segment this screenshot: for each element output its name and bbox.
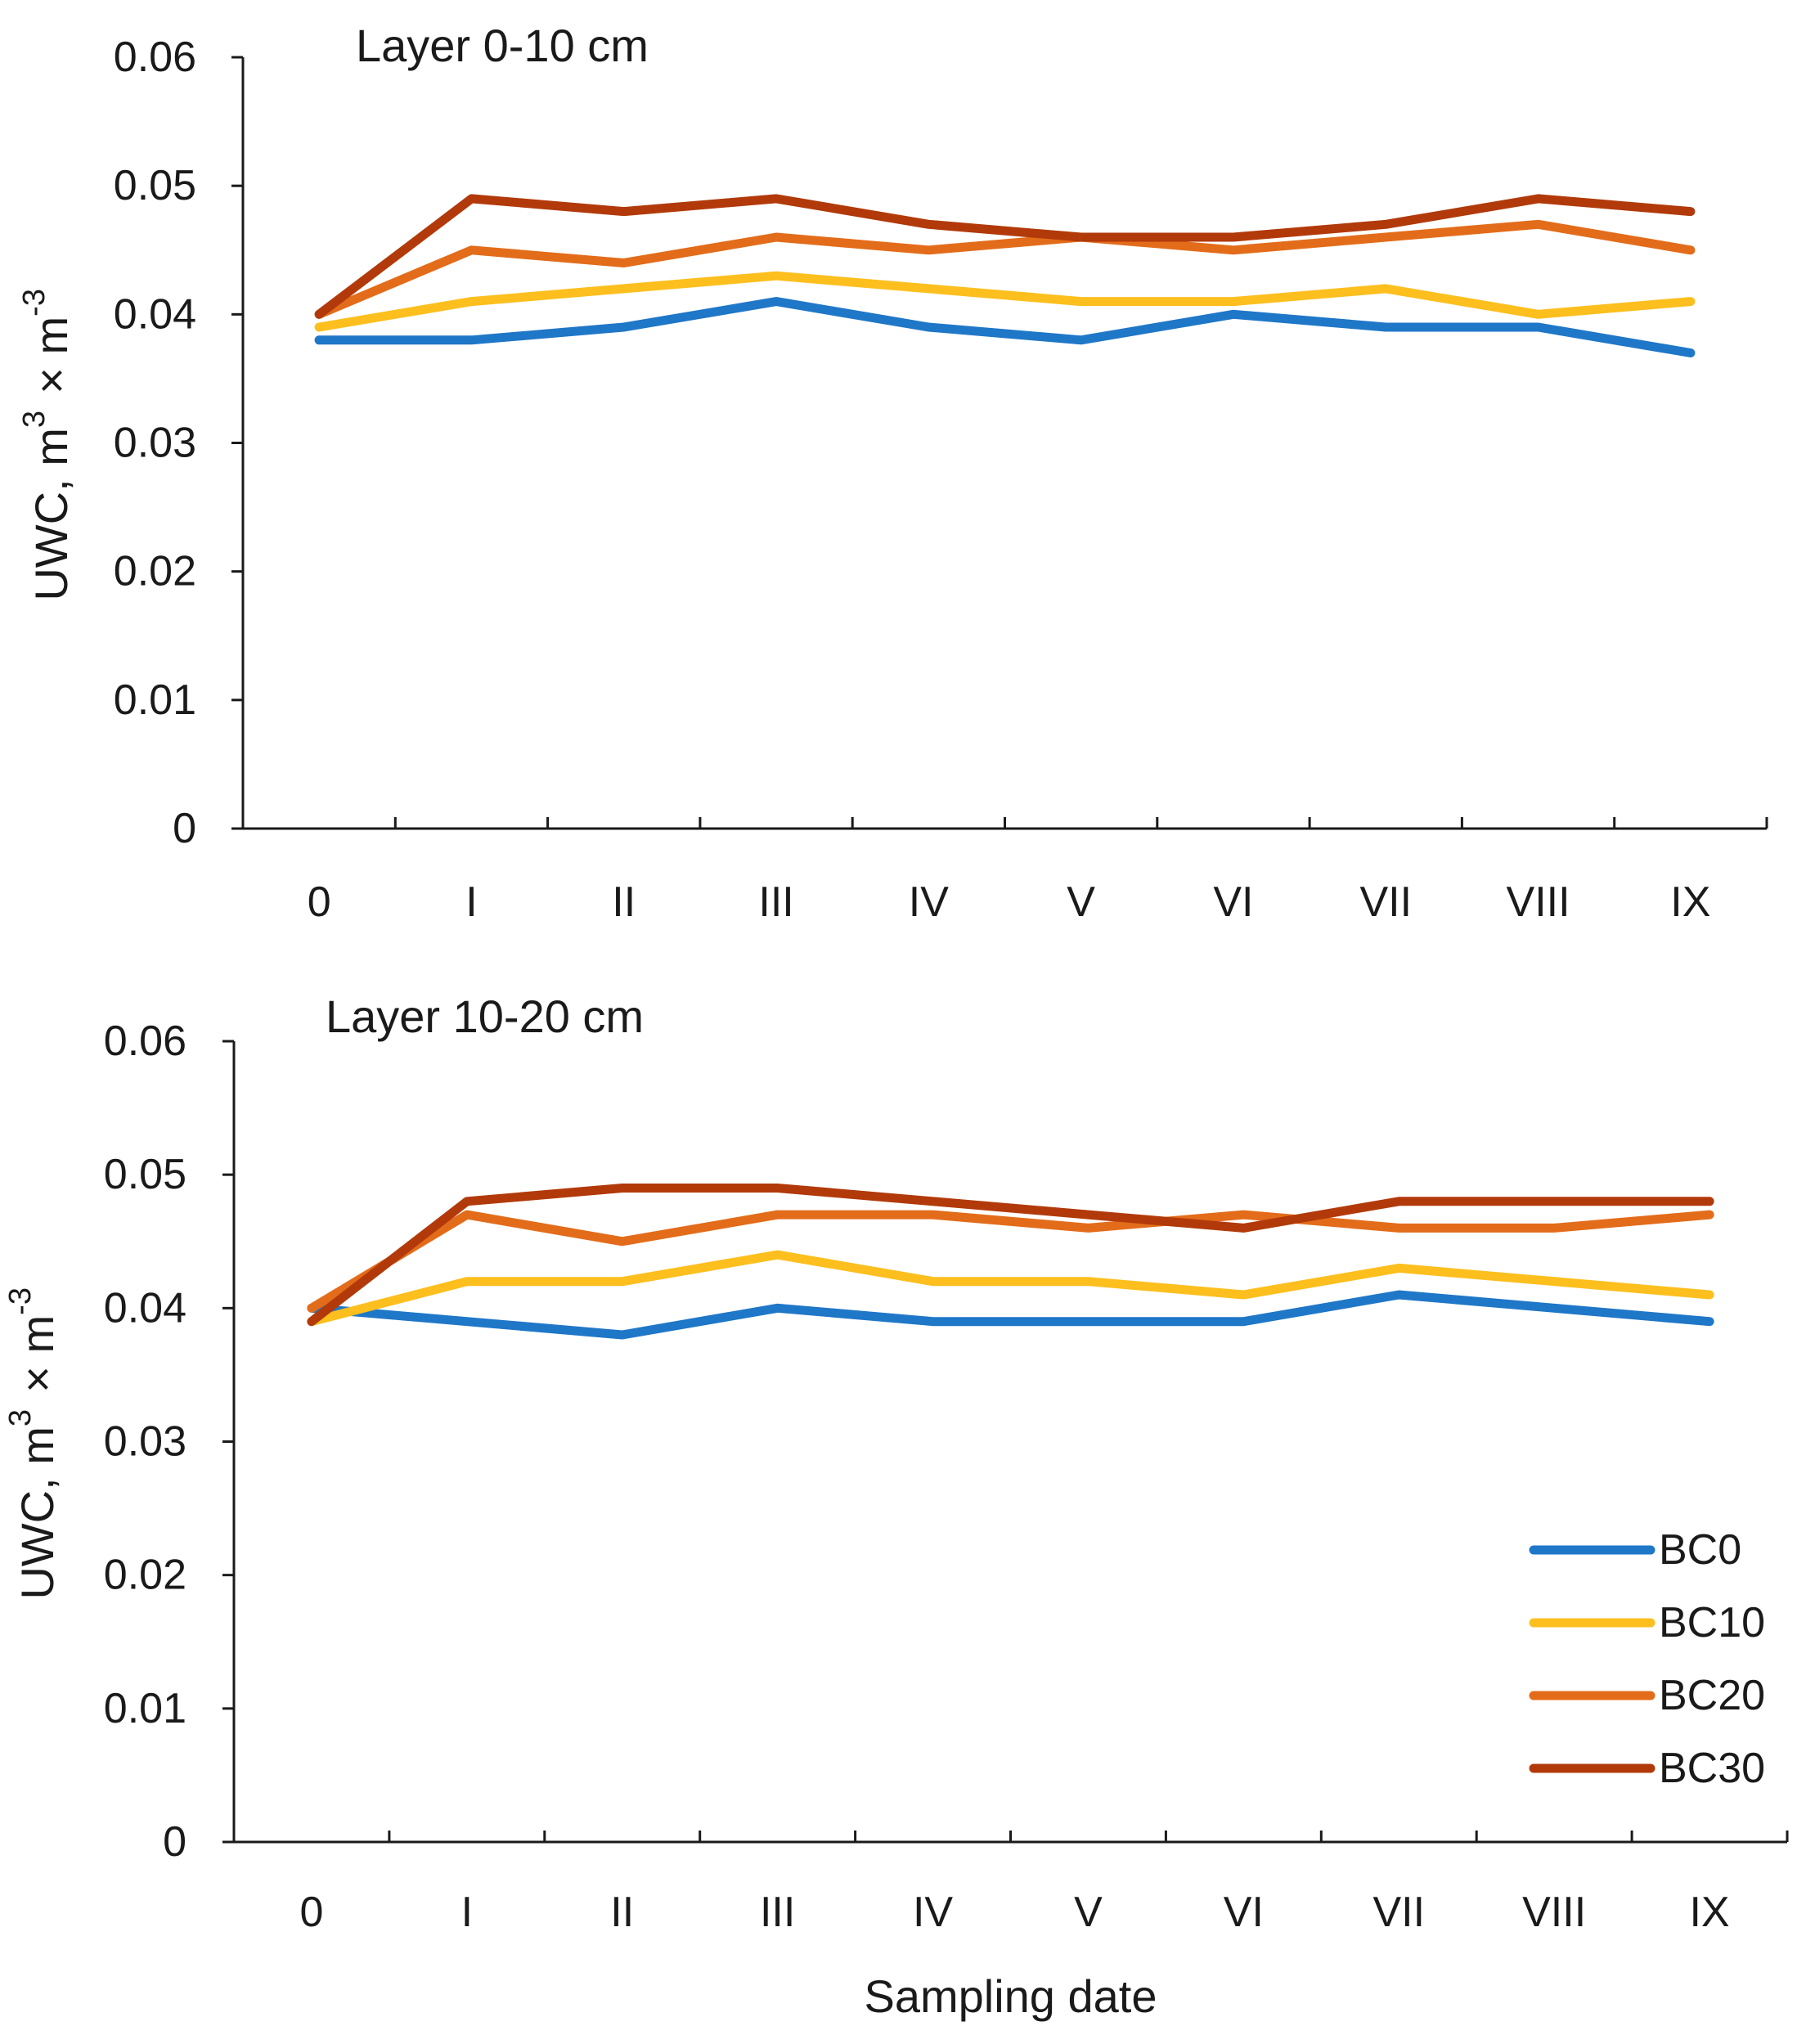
y-tick-label: 0.03	[114, 420, 196, 467]
y-tick-label: 0.06	[114, 34, 196, 81]
x-tick-label: IX	[1670, 878, 1710, 926]
x-tick-label: III	[758, 878, 793, 926]
x-tick-label: VIII	[1522, 1889, 1586, 1936]
panel-title: Layer 10-20 cm	[326, 991, 644, 1042]
y-axis-title: UWC, m3 × m-3	[17, 285, 77, 600]
y-tick-label: 0.02	[104, 1552, 186, 1599]
series-line-bc10	[314, 271, 1696, 332]
x-tick-label: V	[1074, 1889, 1103, 1936]
series-line-bc30	[307, 1184, 1714, 1327]
x-tick-label: IX	[1689, 1889, 1729, 1936]
legend: BC0 BC10 BC20 BC30	[1529, 1526, 1765, 1792]
series-line-bc0	[307, 1290, 1714, 1340]
y-tick-label: 0.05	[114, 162, 196, 209]
x-tick-label: VII	[1372, 1889, 1425, 1936]
series-line-bc20	[314, 219, 1696, 319]
legend-label-bc10: BC10	[1659, 1599, 1765, 1646]
x-axis-title: Sampling date	[864, 1970, 1157, 2022]
x-tick-label: IV	[909, 878, 949, 926]
x-tick-label: VI	[1213, 878, 1253, 926]
panel-title: Layer 0-10 cm	[356, 20, 649, 71]
y-tick-label: 0.01	[104, 1685, 186, 1732]
x-tick-label: 0	[299, 1889, 323, 1936]
y-tick-label: 0.06	[104, 1018, 186, 1065]
y-tick-label: 0.05	[104, 1151, 186, 1198]
series-line-bc20	[307, 1210, 1714, 1313]
x-tick-label: II	[612, 878, 636, 926]
x-tick-label: VII	[1359, 878, 1412, 926]
x-tick-label: IV	[913, 1889, 953, 1936]
x-tick-label: 0	[308, 878, 331, 926]
chart-panel-10-20cm: 00.010.020.030.040.050.060 I II III IV V VI VII…	[3, 991, 1789, 2022]
x-tick-label: I	[465, 878, 477, 926]
y-tick-label: 0	[173, 805, 196, 852]
x-tick-label: III	[760, 1889, 795, 1936]
y-tick-label: 0.02	[114, 548, 196, 595]
x-tick-label: II	[610, 1889, 634, 1936]
legend-label-bc0: BC0	[1659, 1526, 1741, 1574]
x-tick-label: VIII	[1507, 878, 1570, 926]
chart-panel-0-10cm: 00.010.020.030.040.050.060 I II III IV V VI VII…	[17, 20, 1768, 926]
y-tick-label: 0.01	[114, 676, 196, 724]
x-tick-label: V	[1067, 878, 1095, 926]
y-tick-label: 0	[163, 1818, 186, 1866]
series-line-bc10	[307, 1250, 1714, 1327]
y-tick-label: 0.04	[104, 1284, 186, 1332]
x-tick-label: VI	[1224, 1889, 1264, 1936]
legend-label-bc20: BC20	[1659, 1672, 1765, 1719]
legend-label-bc30: BC30	[1659, 1745, 1765, 1792]
series-line-bc0	[314, 297, 1696, 357]
y-axis-title: UWC, m3 × m-3	[3, 1283, 63, 1599]
x-tick-label: I	[461, 1889, 473, 1936]
series-line-bc30	[314, 194, 1696, 319]
y-tick-label: 0.04	[114, 290, 196, 338]
y-tick-label: 0.03	[104, 1418, 186, 1466]
